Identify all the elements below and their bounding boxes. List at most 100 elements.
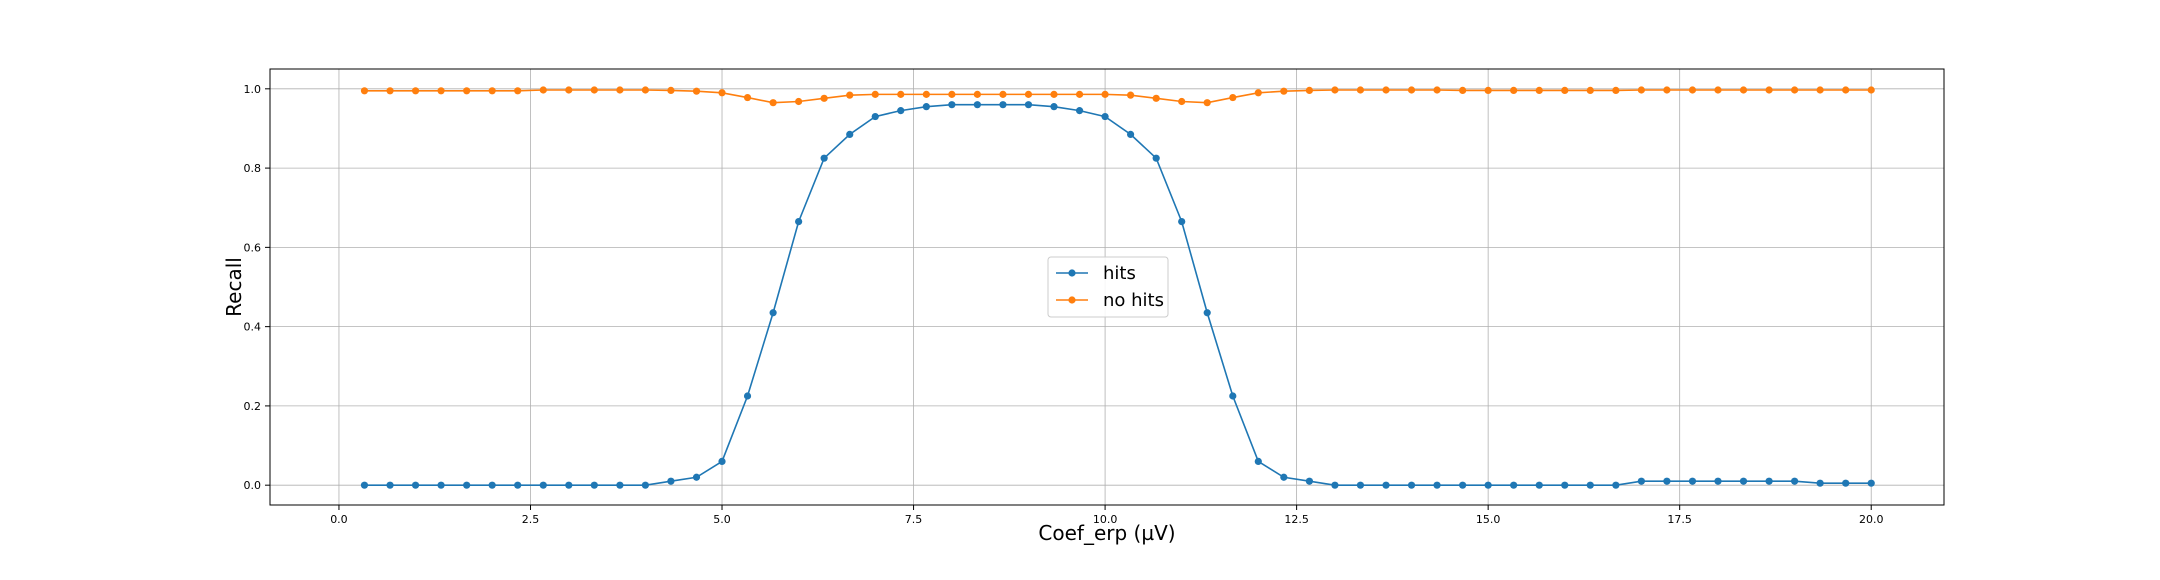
data-point-hits xyxy=(1050,103,1058,111)
data-point-no-hits xyxy=(1152,94,1160,102)
y-tick-label: 0.8 xyxy=(244,162,262,175)
data-point-hits xyxy=(1663,477,1671,485)
data-point-no-hits xyxy=(1739,86,1748,94)
data-point-no-hits xyxy=(1612,86,1620,95)
plot-frame xyxy=(269,68,1945,506)
legend-label: hits xyxy=(1103,263,1136,284)
data-point-hits xyxy=(1305,477,1314,485)
data-point-no-hits xyxy=(360,87,369,95)
x-tick-label: 5.0 xyxy=(713,513,731,526)
data-point-no-hits xyxy=(539,86,547,94)
series-line-hits xyxy=(364,103,1872,486)
data-point-hits xyxy=(999,101,1007,109)
data-point-no-hits xyxy=(1791,86,1799,94)
data-point-hits xyxy=(1331,481,1339,489)
data-point-no-hits xyxy=(1254,89,1262,97)
data-point-hits xyxy=(922,103,930,111)
data-point-hits xyxy=(488,481,496,489)
data-point-no-hits xyxy=(437,87,445,95)
data-point-hits xyxy=(1612,481,1620,489)
data-point-hits xyxy=(871,112,879,121)
data-point-hits xyxy=(1152,154,1160,162)
data-point-hits xyxy=(846,130,854,138)
data-point-hits xyxy=(743,392,752,400)
data-point-no-hits xyxy=(616,86,624,94)
data-point-no-hits xyxy=(667,86,675,95)
grid xyxy=(270,69,1944,505)
data-point-no-hits xyxy=(692,87,701,95)
data-point-no-hits xyxy=(1842,86,1850,94)
data-point-hits xyxy=(539,481,547,489)
data-point-hits xyxy=(1765,477,1773,485)
data-point-hits xyxy=(820,154,828,162)
data-point-no-hits xyxy=(514,87,522,95)
data-point-no-hits xyxy=(1535,86,1543,95)
data-point-no-hits xyxy=(1382,86,1390,94)
data-point-no-hits xyxy=(386,87,394,95)
data-point-no-hits xyxy=(463,87,471,95)
x-tick-label: 10.0 xyxy=(1093,513,1118,526)
y-tick-label: 0.2 xyxy=(244,400,262,413)
data-point-no-hits xyxy=(1407,86,1416,94)
data-point-hits xyxy=(973,101,981,109)
y-tick-label: 0.0 xyxy=(244,479,262,492)
data-point-hits xyxy=(1254,457,1262,465)
data-point-hits xyxy=(411,481,420,489)
data-point-no-hits xyxy=(1178,97,1186,106)
data-point-no-hits xyxy=(897,90,905,98)
data-point-hits xyxy=(514,481,522,489)
data-point-no-hits xyxy=(411,87,420,95)
data-point-hits xyxy=(1561,481,1569,489)
data-point-no-hits xyxy=(590,86,598,94)
data-point-no-hits xyxy=(795,97,803,106)
data-point-no-hits xyxy=(1688,86,1697,94)
data-point-no-hits xyxy=(820,94,828,102)
data-point-hits xyxy=(1433,481,1441,489)
data-point-no-hits xyxy=(846,91,854,99)
x-tick-label: 7.5 xyxy=(905,513,923,526)
data-point-hits xyxy=(667,477,675,485)
data-point-hits xyxy=(590,481,598,489)
data-point-no-hits xyxy=(1510,86,1518,95)
data-point-hits xyxy=(1637,477,1645,485)
data-point-no-hits xyxy=(1561,86,1569,95)
data-point-no-hits xyxy=(948,90,956,98)
data-point-no-hits xyxy=(1126,91,1135,99)
data-point-hits xyxy=(769,309,777,317)
legend: hits no hits xyxy=(1047,256,1169,318)
data-point-hits xyxy=(795,218,803,226)
data-point-no-hits xyxy=(871,90,879,98)
data-point-no-hits xyxy=(488,87,496,95)
legend-marker xyxy=(1068,296,1076,304)
x-tick-label: 20.0 xyxy=(1859,513,1884,526)
data-point-hits xyxy=(565,481,573,489)
legend-marker xyxy=(1068,269,1076,277)
data-point-hits xyxy=(1459,481,1467,489)
data-point-hits xyxy=(1510,481,1518,489)
data-point-hits xyxy=(1229,392,1237,400)
x-tick-label: 17.5 xyxy=(1667,513,1692,526)
y-tick-label: 0.6 xyxy=(244,241,262,254)
data-point-no-hits xyxy=(922,90,930,98)
data-point-no-hits xyxy=(769,99,777,107)
data-point-no-hits xyxy=(1050,90,1058,98)
data-point-hits xyxy=(1407,481,1416,489)
data-point-hits xyxy=(1816,479,1824,487)
data-point-no-hits xyxy=(641,86,650,94)
data-point-no-hits xyxy=(1229,93,1237,102)
data-point-no-hits xyxy=(1305,86,1314,95)
legend-label: no hits xyxy=(1103,290,1164,311)
data-point-hits xyxy=(1739,477,1748,485)
data-point-hits xyxy=(1203,309,1211,317)
data-point-no-hits xyxy=(999,90,1007,98)
data-point-hits xyxy=(1280,473,1288,481)
data-point-no-hits xyxy=(1459,86,1467,95)
data-point-hits xyxy=(1382,481,1390,489)
data-point-no-hits xyxy=(1637,86,1645,94)
data-point-hits xyxy=(718,457,726,465)
data-point-no-hits xyxy=(1024,90,1033,98)
x-axis-title: Coef_erp (µV) xyxy=(1038,521,1175,545)
data-point-hits xyxy=(897,107,905,115)
